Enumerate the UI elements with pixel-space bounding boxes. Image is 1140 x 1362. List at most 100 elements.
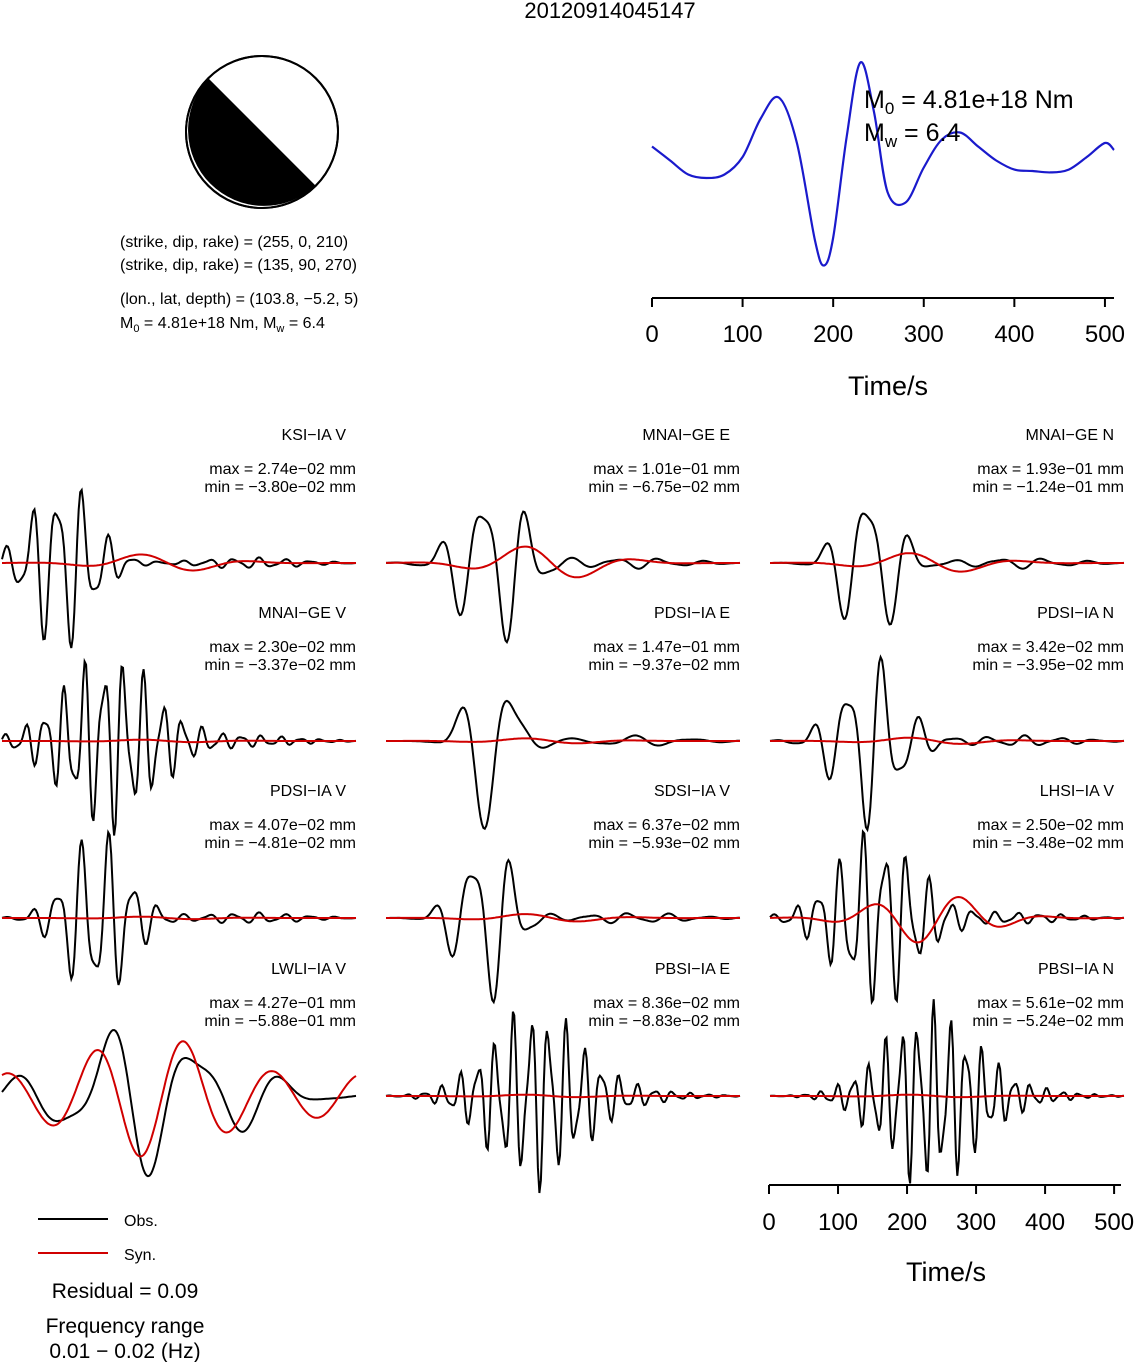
moment-magnitude-line: M0 = 4.81e+18 Nm, Mw = 6.4	[120, 315, 325, 335]
observed-trace	[1, 657, 357, 836]
station-label: MNAI−GE E	[642, 427, 730, 444]
station-label: LHSI−IA V	[1040, 783, 1115, 800]
frequency-range-value: 0.01 − 0.02 (Hz)	[49, 1340, 200, 1362]
max-amplitude-label: max = 3.42e−02 mm	[977, 639, 1124, 656]
min-amplitude-label: min = −5.93e−02 mm	[588, 835, 740, 852]
max-amplitude-label: max = 4.27e−01 mm	[209, 995, 356, 1012]
synthetic-trace	[770, 1093, 1124, 1099]
min-amplitude-label: min = −3.95e−02 mm	[972, 657, 1124, 674]
station-label: MNAI−GE V	[258, 605, 346, 622]
waveform-x-axis-title: Time/s	[906, 1257, 986, 1287]
stf-x-tick-label: 200	[813, 321, 853, 348]
min-amplitude-label: min = −5.24e−02 mm	[972, 1013, 1124, 1030]
stf-x-axis-title: Time/s	[848, 371, 928, 401]
observed-trace	[1, 1028, 357, 1178]
stf-mw-label: Mw = 6.4	[864, 119, 960, 151]
time-axis-tick-label: 0	[762, 1209, 775, 1236]
min-amplitude-label: min = −9.37e−02 mm	[588, 657, 740, 674]
time-axis-tick-label: 200	[887, 1209, 927, 1236]
max-amplitude-label: max = 8.36e−02 mm	[593, 995, 740, 1012]
max-amplitude-label: max = 1.47e−01 mm	[593, 639, 740, 656]
residual-label: Residual = 0.09	[52, 1280, 199, 1303]
max-amplitude-label: max = 2.30e−02 mm	[209, 639, 356, 656]
time-axis-tick-label: 500	[1094, 1209, 1134, 1236]
synthetic-trace	[770, 552, 1124, 573]
synthetic-trace	[2, 738, 356, 744]
nodal-plane-2: (strike, dip, rake) = (135, 90, 270)	[120, 257, 357, 274]
observed-trace	[386, 699, 740, 831]
stf-x-tick-label: 300	[904, 321, 944, 348]
station-label: LWLI−IA V	[271, 961, 346, 978]
time-axis-tick-label: 400	[1025, 1209, 1065, 1236]
synthetic-trace	[386, 913, 740, 923]
max-amplitude-label: max = 4.07e−02 mm	[209, 817, 356, 834]
focal-parameters: (strike, dip, rake) = (255, 0, 210) (str…	[120, 234, 358, 335]
stf-x-tick-label: 400	[994, 321, 1034, 348]
min-amplitude-label: min = −3.48e−02 mm	[972, 835, 1124, 852]
hypocenter: (lon., lat, depth) = (103.8, −5.2, 5)	[120, 291, 358, 308]
observed-trace	[1, 487, 357, 649]
max-amplitude-label: max = 2.50e−02 mm	[977, 817, 1124, 834]
observed-trace	[770, 512, 1125, 626]
synthetic-trace	[2, 553, 356, 572]
focal-mechanism-beachball	[185, 55, 339, 209]
synthetic-trace	[2, 915, 356, 921]
min-amplitude-label: min = −5.88e−01 mm	[204, 1013, 356, 1030]
beachball-compressional-quadrant	[188, 78, 316, 206]
max-amplitude-label: max = 6.37e−02 mm	[593, 817, 740, 834]
synthetic-trace	[386, 545, 740, 579]
station-label: PDSI−IA V	[270, 783, 346, 800]
station-label: KSI−IA V	[282, 427, 347, 444]
min-amplitude-label: min = −3.80e−02 mm	[204, 479, 356, 496]
station-label: SDSI−IA V	[654, 783, 730, 800]
station-label: MNAI−GE N	[1026, 427, 1114, 444]
max-amplitude-label: max = 2.74e−02 mm	[209, 461, 356, 478]
legend-obs-label: Obs.	[124, 1213, 158, 1230]
stf-x-tick-label: 500	[1085, 321, 1125, 348]
stf-m0-label: M0 = 4.81e+18 Nm	[864, 86, 1074, 118]
frequency-range-title: Frequency range	[46, 1315, 205, 1338]
station-label: PBSI−IA E	[655, 961, 730, 978]
station-label: PDSI−IA E	[654, 605, 730, 622]
synthetic-trace	[1, 1040, 357, 1158]
figure-title: 20120914045147	[524, 0, 695, 23]
station-label: PDSI−IA N	[1037, 605, 1114, 622]
max-amplitude-label: max = 5.61e−02 mm	[977, 995, 1124, 1012]
observed-trace	[386, 510, 741, 644]
observed-trace	[386, 858, 741, 1005]
stf-x-tick-label: 0	[645, 321, 658, 348]
stf-curve	[651, 61, 1115, 267]
max-amplitude-label: max = 1.93e−01 mm	[977, 461, 1124, 478]
time-axis-tick-label: 300	[956, 1209, 996, 1236]
station-label: PBSI−IA N	[1038, 961, 1114, 978]
min-amplitude-label: min = −3.37e−02 mm	[204, 657, 356, 674]
min-amplitude-label: min = −8.83e−02 mm	[588, 1013, 740, 1030]
source-time-function-plot: 0 100 200 300 400 500 M0 = 4.81e+18 Nm Mw = 6…	[645, 61, 1125, 401]
legend: Obs. Syn.	[38, 1213, 158, 1264]
synthetic-trace	[770, 895, 1124, 944]
observed-trace	[769, 654, 1125, 833]
observed-trace	[385, 1011, 741, 1194]
observed-trace	[1, 829, 357, 986]
synthetic-trace	[386, 1093, 740, 1099]
min-amplitude-label: min = −4.81e−02 mm	[204, 835, 356, 852]
min-amplitude-label: min = −6.75e−02 mm	[588, 479, 740, 496]
synthetic-trace	[770, 736, 1124, 745]
min-amplitude-label: min = −1.24e−01 mm	[972, 479, 1124, 496]
legend-syn-label: Syn.	[124, 1247, 156, 1264]
nodal-plane-1: (strike, dip, rake) = (255, 0, 210)	[120, 234, 348, 251]
stf-x-tick-label: 100	[723, 321, 763, 348]
